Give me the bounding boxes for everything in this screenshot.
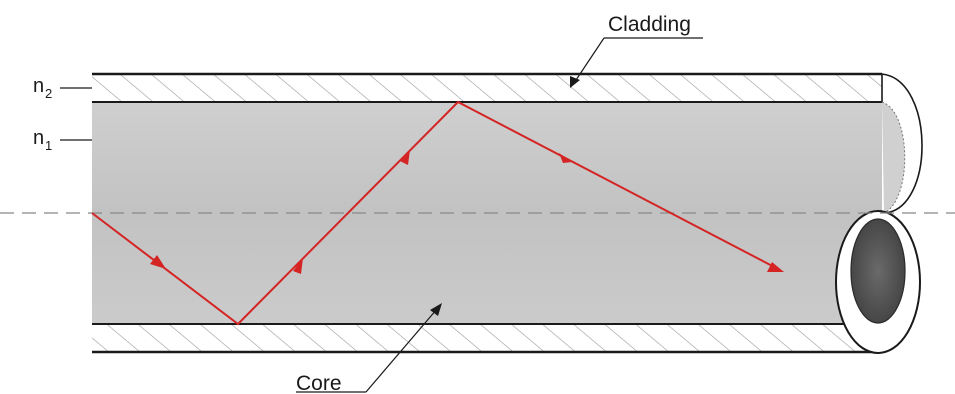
- ray-arrow-4: [559, 153, 572, 163]
- ray-arrow-3: [400, 150, 410, 165]
- core-label: Core: [296, 372, 342, 394]
- cladding-bottom: [92, 324, 882, 352]
- end-cap-upper-inner: [881, 101, 906, 214]
- cladding-top: [92, 74, 882, 102]
- cladding-label: Cladding: [608, 13, 691, 36]
- svg-text:1: 1: [45, 138, 52, 153]
- svg-text:n: n: [33, 127, 44, 149]
- n2-label: n 2: [33, 75, 52, 101]
- ray-arrowhead-end: [767, 262, 784, 272]
- svg-text:2: 2: [45, 86, 52, 101]
- svg-text:n: n: [33, 75, 44, 97]
- cladding-pointer-arrow: [570, 76, 580, 88]
- n1-label: n 1: [33, 127, 52, 153]
- ray-arrow-2: [293, 258, 303, 274]
- core-pointer-arrow: [430, 303, 442, 316]
- end-face-core: [850, 218, 906, 324]
- ray-arrow-1: [150, 255, 166, 269]
